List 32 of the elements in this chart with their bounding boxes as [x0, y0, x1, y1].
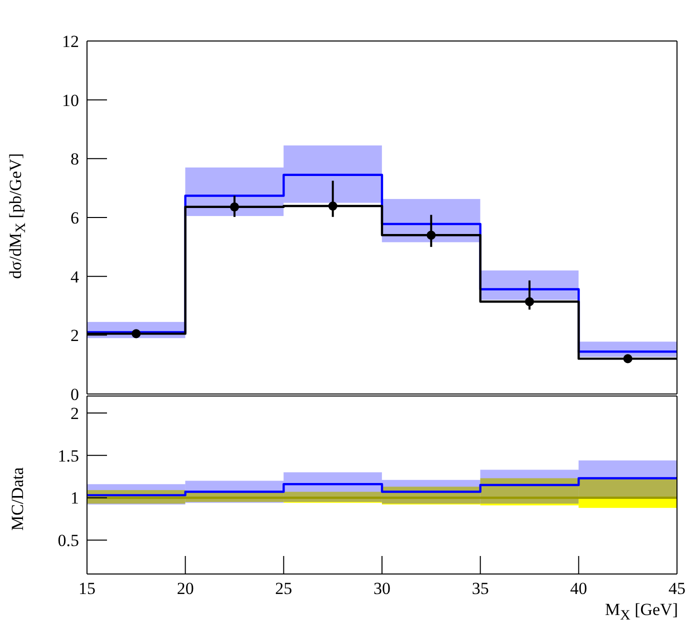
point [328, 202, 338, 211]
bar [578, 342, 677, 357]
point [426, 230, 436, 240]
bar [578, 460, 677, 497]
y-tick-label: 1.5 [58, 446, 79, 466]
bar [185, 167, 284, 216]
y-tick-label: 2 [70, 404, 79, 423]
x-tick-label: 20 [176, 579, 194, 598]
bar [382, 198, 480, 242]
y-tick-label: 1 [70, 488, 79, 508]
x-tick-label: 45 [668, 579, 686, 598]
y-tick-label: 8 [70, 150, 79, 169]
y-tick-label: 4 [70, 267, 80, 286]
x-tick-label: 40 [570, 579, 588, 598]
bar [480, 270, 579, 300]
x-tick-label: 25 [275, 579, 292, 598]
x-tick-label: 30 [374, 579, 390, 598]
x-tick-label: 35 [472, 579, 489, 598]
x-tick-label: 15 [78, 579, 96, 598]
y-tick-label: 2 [70, 326, 79, 346]
bar [284, 145, 382, 203]
point [230, 202, 240, 212]
y-tick-label: 6 [70, 208, 79, 228]
y-tick-label: 12 [62, 32, 79, 52]
y-axis-title: MC/Data [8, 466, 28, 530]
point [132, 329, 141, 338]
point [623, 354, 632, 364]
x-axis-title: M$_{X}$ [GeV] [604, 600, 678, 624]
y-tick-label: 0 [70, 385, 79, 404]
y-tick-label: 0.5 [58, 531, 79, 550]
point [524, 297, 534, 306]
y-tick-label: 10 [62, 90, 79, 110]
